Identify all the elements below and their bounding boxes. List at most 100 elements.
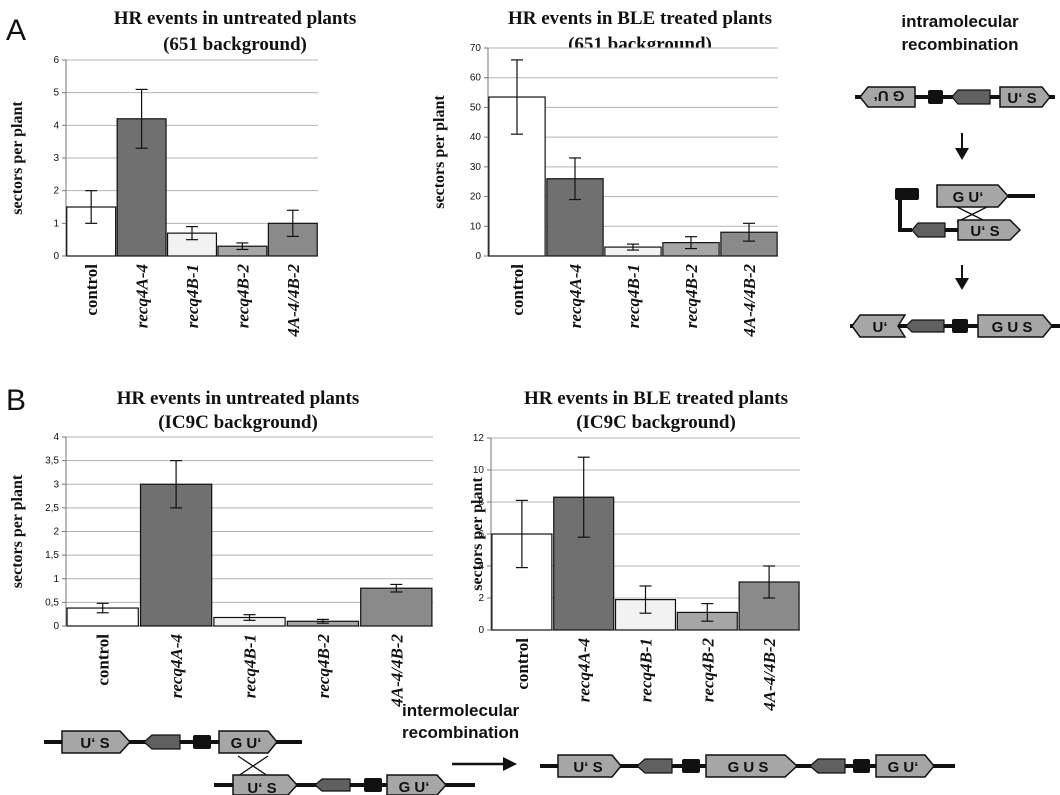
chart-ylabel: sectors per plant: [9, 474, 26, 588]
chart-a-untreated: HR events in untreated plants (651 backgr…: [9, 8, 356, 338]
chart-category-label: recq4A-4: [133, 264, 152, 328]
intramolecular-diagram: intramolecular recombination G U‘ U‘ S G…: [850, 12, 1060, 338]
chart-ytick-label: 4: [53, 120, 59, 131]
panel-label-b: B: [6, 384, 26, 417]
inter-product-us-box: [557, 754, 622, 778]
inter-top-marker-gene: [143, 734, 181, 750]
chart-category-label: 4A-4/4B-2: [284, 264, 303, 338]
intra-product-gus-label: G U S: [992, 319, 1033, 336]
chart-title-line1: HR events in BLE treated plants: [508, 8, 772, 29]
inter-title-line1: intermolecular: [402, 701, 520, 720]
inter-crossover-line-2: [237, 755, 269, 777]
inter-title-line2: recombination: [402, 723, 519, 742]
chart-ytick-label: 6: [478, 529, 484, 540]
chart-ytick-label: 4: [53, 432, 59, 443]
chart-title-line1: HR events in BLE treated plants: [524, 388, 788, 409]
chart-ytick-label: 4: [478, 561, 484, 572]
intra-loop-us-label: U‘ S: [970, 223, 999, 240]
chart-category-label: recq4A-4: [167, 634, 186, 698]
inter-product-gus-box: [705, 754, 799, 778]
chart-ytick-label: 2: [478, 593, 484, 604]
chart-ytick-label: 1: [53, 218, 59, 229]
chart-a-ble: HR events in BLE treated plants(651 back…: [431, 8, 778, 338]
chart-ylabel: sectors per plant: [9, 101, 26, 215]
inter-top-us-label: U‘ S: [80, 735, 109, 752]
chart-ytick-label: 10: [470, 221, 482, 232]
inter-top-us-box: [61, 730, 132, 754]
chart-category-label: recq4B-2: [682, 264, 701, 329]
intra-loop-marker-gene: [911, 222, 946, 238]
chart-category-label: recq4B-1: [637, 638, 656, 702]
chart-ytick-label: 1,5: [45, 550, 59, 561]
chart-category-label: recq4A-4: [566, 264, 585, 328]
chart-category-label: 4A-4/4B-2: [740, 264, 759, 338]
intermolecular-diagram: U‘ S G U‘ U‘ S G U‘ intermolecular recom…: [44, 701, 955, 795]
intra-top-marker-gene: [951, 89, 991, 105]
intra-loop-gu-box: [936, 184, 1010, 208]
chart-category-label: 4A-4/4B-2: [760, 638, 779, 712]
intra-loop-gu-label: G U‘: [953, 189, 984, 206]
chart-ytick-label: 3: [53, 153, 59, 164]
intra-title-line2: recombination: [901, 35, 1018, 54]
chart-category-label: 4A-4/4B-2: [387, 634, 406, 708]
chart-ytick-label: 70: [470, 43, 482, 54]
panel-label-a: A: [6, 14, 26, 47]
intra-title-line1: intramolecular: [901, 12, 1019, 31]
intra-loop-promoter: [895, 188, 919, 200]
inter-top-gu-label: G U‘: [231, 735, 262, 752]
intra-loop-us-box: [957, 219, 1022, 241]
intra-product-promoter: [952, 319, 968, 333]
chart-category-label: control: [82, 264, 101, 316]
chart-category-label: control: [508, 264, 527, 316]
chart-ytick-label: 2: [53, 186, 59, 197]
inter-product-gu-label: G U‘: [888, 759, 919, 776]
intra-arrow-2-head: [955, 278, 969, 290]
chart-ytick-label: 3,5: [45, 456, 59, 467]
intra-top-us-label: U‘ S: [1007, 90, 1036, 107]
chart-ytick-label: 0: [53, 251, 59, 262]
inter-top-gu-box: [218, 730, 278, 754]
chart-ytick-label: 1: [53, 574, 59, 585]
intra-product-marker-gene: [905, 319, 945, 333]
chart-bar: [360, 587, 433, 627]
inter-bottom-promoter: [364, 778, 382, 792]
chart-ytick-label: 20: [470, 192, 482, 203]
chart-b-ble: HR events in BLE treated plants (IC9C bac…: [469, 388, 800, 712]
chart-ytick-label: 0: [478, 625, 484, 636]
chart-ytick-label: 40: [470, 132, 482, 143]
chart-category-label: recq4A-4: [575, 638, 594, 702]
inter-bottom-gu-box: [386, 774, 448, 795]
chart-title-line2: (IC9C background): [576, 412, 736, 433]
chart-category-label: recq4B-2: [698, 638, 717, 703]
chart-ytick-label: 0,5: [45, 597, 59, 608]
chart-ytick-label: 50: [470, 102, 482, 113]
inter-bottom-us-label: U‘ S: [247, 780, 276, 795]
inter-arrow-head: [503, 757, 517, 771]
intra-product-gus-box: [977, 314, 1053, 338]
chart-ytick-label: 8: [478, 497, 484, 508]
chart-ytick-label: 6: [53, 55, 59, 66]
chart-title-line2: (IC9C background): [158, 412, 318, 433]
chart-ytick-label: 60: [470, 73, 482, 84]
chart-ytick-label: 2: [53, 527, 59, 538]
chart-title-line1: HR events in untreated plants: [114, 8, 356, 29]
chart-category-label: control: [513, 638, 532, 690]
chart-ytick-label: 0: [475, 251, 481, 262]
chart-ytick-label: 10: [473, 465, 485, 476]
chart-category-label: control: [94, 634, 113, 686]
inter-product-marker-gene-1: [636, 758, 673, 774]
chart-ytick-label: 30: [470, 162, 482, 173]
charts-layer: HR events in untreated plants (651 backgr…: [9, 8, 800, 712]
inter-bottom-marker-gene: [314, 778, 351, 792]
chart-ylabel: sectors per plant: [431, 95, 448, 209]
chart-ytick-label: 12: [473, 433, 485, 444]
inter-product-promoter-1: [682, 759, 700, 773]
intra-top-gu-box: [859, 86, 916, 108]
intra-product-u-label: U‘: [873, 319, 888, 336]
chart-ytick-label: 5: [53, 88, 59, 99]
chart-category-label: recq4B-2: [233, 264, 252, 329]
chart-ytick-label: 2,5: [45, 503, 59, 514]
intra-top-us-box: [999, 86, 1051, 108]
chart-title-line2: (651 background): [163, 34, 307, 55]
